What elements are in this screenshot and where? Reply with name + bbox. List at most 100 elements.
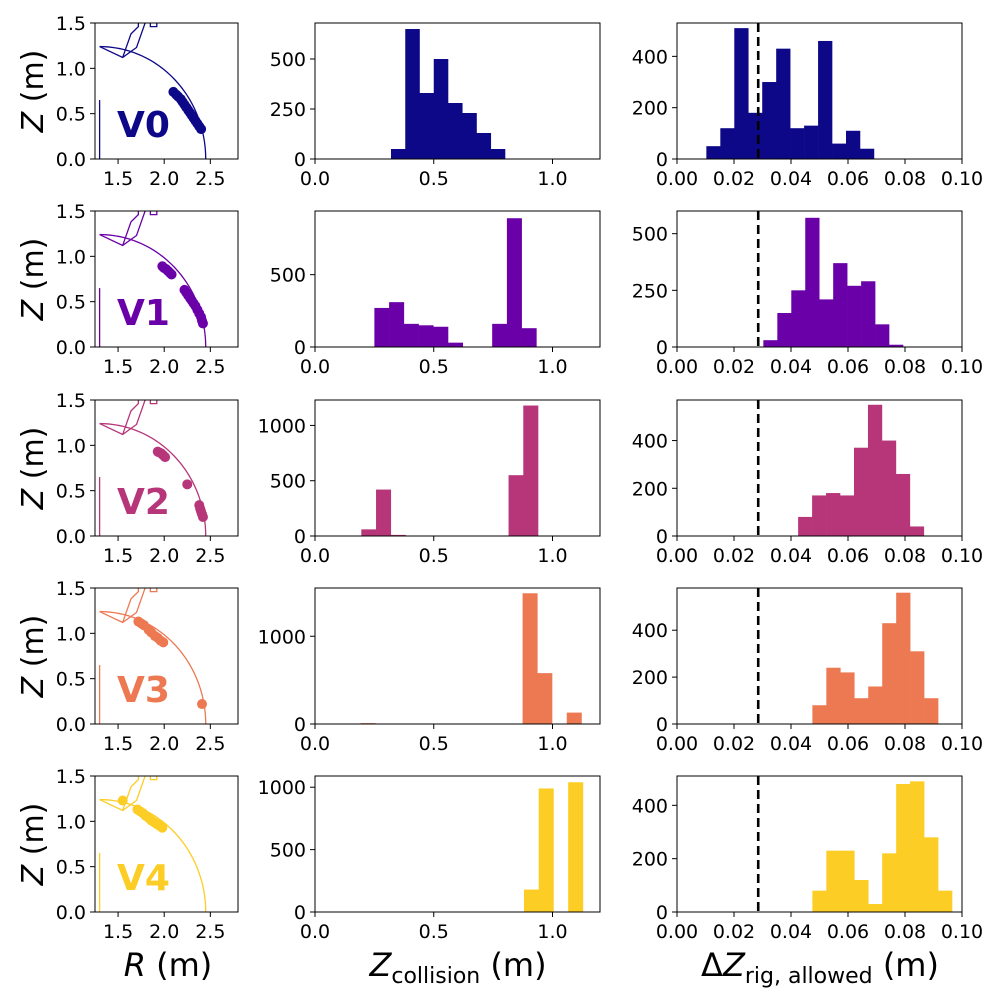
histogram-bar xyxy=(798,516,813,536)
wall-port-line-3 xyxy=(149,211,158,216)
y-tick-label: 200 xyxy=(632,98,668,120)
histogram-bar xyxy=(490,149,506,159)
y-tick-label: 1.5 xyxy=(56,390,86,412)
histogram-bar xyxy=(566,712,582,724)
y-tick-label: 200 xyxy=(632,667,668,689)
plasma-boundary-line xyxy=(99,610,207,724)
wall-port-line-3 xyxy=(149,23,158,28)
histogram-bar xyxy=(508,475,524,536)
histogram-bar xyxy=(433,59,449,159)
histogram-bar xyxy=(854,698,869,724)
wall-port-line-2 xyxy=(122,23,140,58)
y-tick-label: 250 xyxy=(632,280,668,302)
histogram-bar xyxy=(391,149,406,159)
y-tick-label: 0.5 xyxy=(56,292,86,314)
wall-axes-frame xyxy=(94,775,239,913)
histogram-bar xyxy=(840,495,855,536)
dz-allowed-histogram: 0.00 0.02 0.04 0.06 0.08 0.10 0 250 500 xyxy=(632,210,983,378)
y-axis-label-unit: (m) xyxy=(16,615,51,677)
histogram-bar xyxy=(538,788,554,912)
wall-panel: V41.5 2.0 2.50.00.51.01.5Z (m) xyxy=(16,766,239,943)
histogram-bar xyxy=(924,837,939,912)
wall-port-line xyxy=(99,211,146,247)
histogram-bar xyxy=(492,323,508,347)
x-tick-label: 1.0 xyxy=(537,921,567,943)
x-axis-label-col2: ΔZrig, allowed (m) xyxy=(701,946,939,989)
histogram-bar xyxy=(720,128,735,159)
wall-port-line-3 xyxy=(149,400,158,405)
histogram-bar xyxy=(805,217,820,347)
histogram-bar xyxy=(405,29,420,159)
panels: V01.5 2.0 2.50.00.51.01.5Z (m)0.0 0.5 1.0025… xyxy=(16,13,983,943)
histogram-bar xyxy=(419,93,435,159)
histogram-bar xyxy=(818,40,833,159)
x-tick-label: 2.0 xyxy=(149,733,179,755)
x-tick-label: 0.5 xyxy=(419,545,449,567)
histogram-bar xyxy=(448,103,463,159)
histogram-bar xyxy=(376,489,392,536)
y-tick-label: 0.0 xyxy=(56,526,86,548)
histogram-bar xyxy=(462,113,477,159)
collision-point xyxy=(197,318,208,329)
x-tick-label: 2.5 xyxy=(195,545,225,567)
x-tick-label: 1.5 xyxy=(103,733,133,755)
y-axis-label-var: Z xyxy=(16,675,51,698)
histogram-bar xyxy=(706,146,721,159)
histogram-bar xyxy=(846,130,861,159)
y-tick-label: 0 xyxy=(656,714,668,736)
y-tick-label: 0.0 xyxy=(56,902,86,924)
collision-point xyxy=(160,452,171,463)
y-tick-label: 0.5 xyxy=(56,857,86,879)
x-tick-label: 0.00 xyxy=(656,356,698,378)
histogram-bar xyxy=(840,672,855,724)
histogram-bar xyxy=(776,48,791,159)
collision-point xyxy=(197,699,208,710)
y-tick-label: 500 xyxy=(270,840,306,862)
histogram-bar xyxy=(826,850,841,912)
y-tick-label: 0 xyxy=(294,902,306,924)
zcollision-histogram: 0.0 0.5 1.0 0 250 500 xyxy=(270,22,601,190)
y-tick-label: 1.5 xyxy=(56,578,86,600)
variant-label: V0 xyxy=(117,105,170,146)
x-tick-label: 2.5 xyxy=(195,733,225,755)
y-tick-label: 0 xyxy=(294,714,306,736)
y-tick-label: 400 xyxy=(632,620,668,642)
histogram-bar xyxy=(819,299,834,347)
x-tick-label: 0.10 xyxy=(941,356,983,378)
x-tick-label: 2.0 xyxy=(149,545,179,567)
wall-port-line-3 xyxy=(149,776,158,781)
dz-allowed-histogram: 0.00 0.02 0.04 0.06 0.08 0.10 0 200 400 xyxy=(632,587,983,755)
x-tick-label: 0.5 xyxy=(419,356,449,378)
y-tick-label: 500 xyxy=(270,471,306,493)
histogram-bar xyxy=(791,290,806,347)
wall-axes-frame xyxy=(94,587,239,725)
y-axis-label: Z (m) xyxy=(16,615,51,699)
row-V3: V31.5 2.0 2.50.00.51.01.5Z (m)0.0 0.5 1.0010… xyxy=(16,578,983,755)
x-tick-label: 1.0 xyxy=(537,356,567,378)
histogram-bar xyxy=(568,782,584,912)
histogram-bar xyxy=(524,889,540,912)
collision-point xyxy=(157,822,168,833)
x-tick-label: 0.5 xyxy=(419,733,449,755)
wall-port-line xyxy=(99,400,146,436)
y-axis-label-unit: (m) xyxy=(16,238,51,300)
x-tick-label: 0.04 xyxy=(770,545,812,567)
x-tick-label: 0.06 xyxy=(827,168,869,190)
histogram-bar xyxy=(734,28,749,159)
x-tick-label: 1.5 xyxy=(103,545,133,567)
wall-panel: V11.5 2.0 2.50.00.51.01.5Z (m) xyxy=(16,201,239,378)
histogram-bar xyxy=(909,526,925,536)
wall-panel: V01.5 2.0 2.50.00.51.01.5Z (m) xyxy=(16,13,239,190)
y-tick-label: 250 xyxy=(270,99,306,121)
dz-allowed-histogram: 0.00 0.02 0.04 0.06 0.08 0.10 0 200 400 xyxy=(632,22,983,190)
wall-port-line-2 xyxy=(122,211,140,246)
histogram-bar xyxy=(924,698,939,724)
wall-geometry xyxy=(98,211,208,347)
x-tick-label: 0.00 xyxy=(656,733,698,755)
histogram-bar xyxy=(390,534,406,536)
x-tick-label: 0.08 xyxy=(884,168,926,190)
row-V4: V41.5 2.0 2.50.00.51.01.5Z (m)0.0 0.5 1.0050… xyxy=(16,766,983,943)
hist-axes-frame xyxy=(676,775,963,913)
histogram-bar xyxy=(448,342,464,347)
hist-axes-frame xyxy=(314,22,601,160)
